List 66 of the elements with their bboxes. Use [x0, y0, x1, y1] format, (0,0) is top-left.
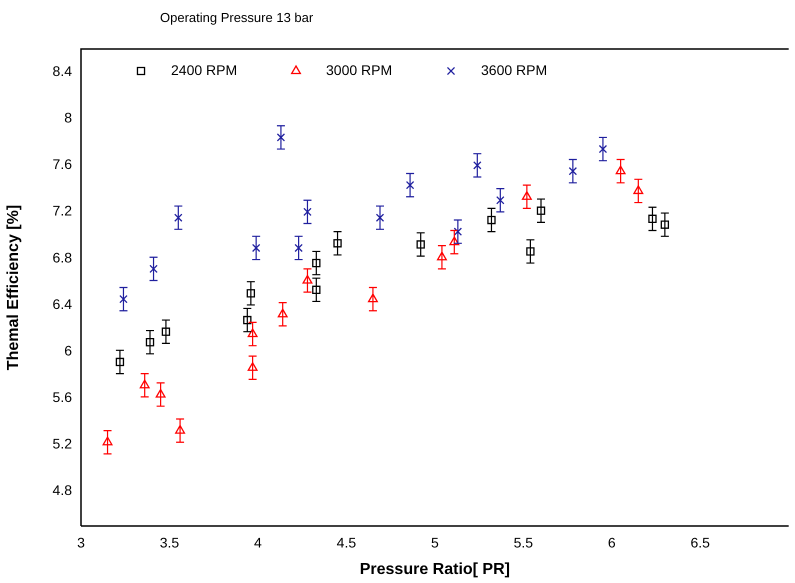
x-axis-title: Pressure Ratio[ PR]: [360, 560, 510, 578]
point: [175, 424, 186, 434]
point: [536, 206, 546, 215]
y-tick-label: 5.2: [52, 435, 72, 452]
point: [252, 244, 260, 252]
point: [294, 244, 303, 252]
point: [333, 239, 342, 248]
point: [648, 214, 657, 224]
point: [278, 308, 288, 318]
x-tick-label: 5: [430, 534, 439, 550]
y-tick-label: 4.8: [52, 482, 72, 498]
point: [156, 388, 166, 398]
point: [140, 380, 150, 388]
point: [436, 252, 447, 260]
point: [568, 166, 578, 176]
point: [243, 316, 252, 324]
x-tick-label: 5.5: [514, 534, 534, 550]
point: [522, 191, 532, 200]
point: [454, 227, 462, 236]
point: [102, 436, 113, 446]
point: [116, 358, 124, 366]
chart-title: Operating Pressure 13 bar: [160, 10, 314, 25]
point: [660, 220, 670, 229]
point: [312, 286, 320, 294]
point: [312, 258, 320, 268]
y-tick-label: 6.4: [52, 296, 72, 312]
point: [149, 264, 158, 274]
x-tick-label: 3: [77, 534, 86, 550]
point: [174, 214, 182, 222]
x-tick-label: 6: [608, 534, 616, 550]
point: [406, 180, 414, 190]
point: [248, 328, 258, 338]
point: [119, 294, 128, 304]
point: [276, 133, 286, 142]
x-tick-label: 6.5: [690, 534, 710, 550]
point: [146, 338, 154, 346]
point: [633, 185, 644, 194]
x-tick-label: 4.5: [336, 534, 356, 550]
point: [302, 274, 312, 284]
x-tick-label: 4: [254, 534, 262, 550]
point: [449, 236, 460, 246]
y-tick-label: 7.2: [52, 202, 72, 219]
y-tick-label: 8.4: [52, 63, 72, 80]
point: [376, 214, 384, 222]
point: [246, 289, 256, 298]
legend-label: 3000 RPM: [326, 62, 392, 78]
point: [616, 166, 626, 174]
y-tick-label: 6.8: [52, 249, 72, 266]
y-tick-label: 8: [64, 110, 72, 126]
point: [368, 293, 378, 302]
point: [416, 240, 425, 249]
point: [473, 161, 482, 170]
y-axis-title: Themal Efficiency [%]: [5, 204, 22, 370]
point: [303, 208, 312, 216]
point: [487, 216, 496, 224]
y-tick-label: 6: [64, 342, 72, 358]
y-tick-label: 7.6: [52, 156, 72, 172]
y-tick-label: 5.6: [52, 388, 72, 405]
point: [598, 144, 608, 154]
point: [526, 247, 535, 256]
point: [248, 362, 258, 371]
legend-label: 3600 RPM: [481, 62, 548, 78]
x-tick-label: 3.5: [160, 534, 180, 550]
point: [496, 196, 504, 204]
point: [162, 328, 170, 336]
legend-label: 2400 RPM: [171, 62, 238, 78]
